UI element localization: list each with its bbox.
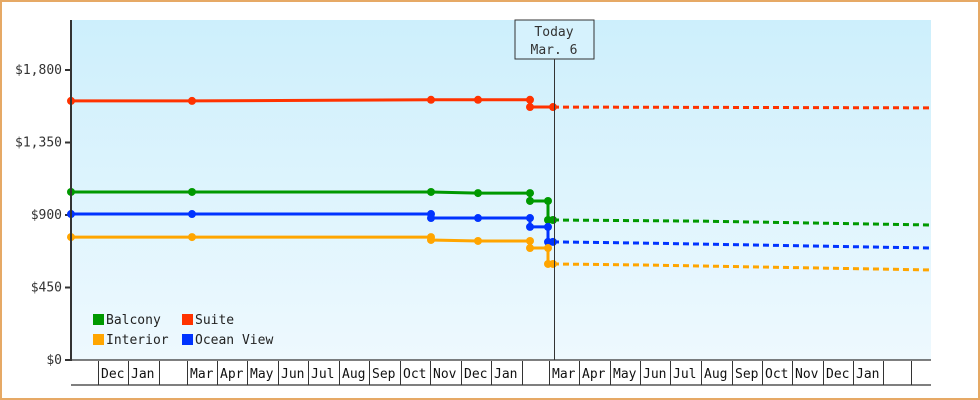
x-tick-label: Nov bbox=[795, 367, 819, 382]
x-tick-label: Jan bbox=[856, 367, 879, 382]
x-tick-label: Sep bbox=[735, 367, 759, 382]
x-tick-label: Apr bbox=[220, 367, 244, 382]
series-interior-forecast bbox=[552, 262, 931, 272]
x-tick-label: May bbox=[613, 367, 637, 382]
data-point-marker[interactable] bbox=[544, 244, 552, 253]
data-point-marker[interactable] bbox=[427, 214, 435, 223]
x-tick-label: Sep bbox=[372, 367, 396, 382]
data-point-marker[interactable] bbox=[474, 236, 482, 245]
series-lines bbox=[67, 95, 931, 272]
legend-swatch-suite bbox=[182, 314, 193, 325]
series-ocean-view-forecast bbox=[552, 240, 931, 250]
x-tick-label: Mar bbox=[190, 367, 214, 382]
x-tick-label: Nov bbox=[433, 367, 457, 382]
x-tick-label: Dec bbox=[464, 367, 487, 382]
x-tick-label: Aug bbox=[704, 367, 727, 382]
data-point-marker[interactable] bbox=[427, 187, 435, 196]
x-tick-label: Apr bbox=[582, 367, 606, 382]
data-point-marker[interactable] bbox=[526, 214, 534, 223]
legend-swatch-ocean-view bbox=[182, 334, 193, 345]
data-point-marker[interactable] bbox=[526, 95, 534, 104]
data-point-marker[interactable] bbox=[526, 244, 534, 253]
data-point-marker[interactable] bbox=[526, 222, 534, 231]
data-point-marker[interactable] bbox=[474, 95, 482, 104]
series-balcony-forecast bbox=[552, 218, 931, 227]
data-point-marker[interactable] bbox=[526, 103, 534, 112]
y-axis: $0 $450 $900 $1,350 $1,800 bbox=[15, 63, 71, 368]
data-point-marker[interactable] bbox=[526, 196, 534, 205]
legend-label-ocean-view[interactable]: Ocean View bbox=[195, 333, 273, 348]
today-label: Today bbox=[534, 25, 573, 40]
x-tick-label: Dec bbox=[101, 367, 124, 382]
legend-swatch-interior bbox=[93, 334, 104, 345]
data-point-marker[interactable] bbox=[188, 233, 196, 242]
x-tick-label: Jan bbox=[131, 367, 154, 382]
data-point-marker[interactable] bbox=[549, 103, 557, 112]
x-tick-label: Jul bbox=[673, 367, 696, 382]
data-point-marker[interactable] bbox=[427, 95, 435, 104]
today-date: Mar. 6 bbox=[531, 43, 578, 58]
y-tick-label: $450 bbox=[31, 281, 62, 296]
y-tick-label: $1,350 bbox=[15, 136, 62, 151]
legend-label-balcony[interactable]: Balcony bbox=[106, 313, 161, 328]
x-tick-label: Jan bbox=[494, 367, 517, 382]
series-suite-forecast bbox=[552, 105, 931, 110]
y-tick-label: $900 bbox=[31, 208, 62, 223]
data-point-marker[interactable] bbox=[427, 235, 435, 244]
y-tick-label: $1,800 bbox=[15, 63, 62, 78]
data-point-marker[interactable] bbox=[188, 187, 196, 196]
series-interior-history bbox=[71, 235, 553, 266]
data-point-marker[interactable] bbox=[188, 210, 196, 219]
series-ocean-view-history bbox=[71, 212, 553, 244]
data-point-marker[interactable] bbox=[474, 189, 482, 198]
x-tick-label: May bbox=[250, 367, 274, 382]
legend-label-suite[interactable]: Suite bbox=[195, 313, 234, 328]
data-point-marker[interactable] bbox=[544, 222, 552, 231]
data-point-marker[interactable] bbox=[474, 214, 482, 223]
x-tick-label: Jun bbox=[643, 367, 666, 382]
data-point-marker[interactable] bbox=[544, 196, 552, 205]
x-tick-label: Dec bbox=[826, 367, 849, 382]
x-tick-label: Jul bbox=[311, 367, 334, 382]
data-point-marker[interactable] bbox=[188, 96, 196, 105]
x-tick-label: Oct bbox=[403, 367, 426, 382]
today-marker: Today Mar. 6 bbox=[514, 19, 595, 360]
legend-swatch-balcony bbox=[93, 314, 104, 325]
data-point-marker[interactable] bbox=[549, 259, 557, 268]
x-tick-label: Aug bbox=[342, 367, 365, 382]
legend-label-interior[interactable]: Interior bbox=[106, 333, 169, 348]
data-point-marker[interactable] bbox=[526, 236, 534, 245]
y-tick-label: $0 bbox=[46, 353, 62, 368]
plot-area bbox=[71, 20, 931, 360]
legend: Balcony Suite Interior Ocean View bbox=[93, 313, 273, 348]
today-label-box bbox=[514, 19, 595, 60]
x-axis: Dec Jan Mar Apr May Jun Jul Aug Sep Oct Nov Dec Jan M… bbox=[71, 359, 931, 386]
data-point-marker[interactable] bbox=[526, 189, 534, 198]
x-tick-label: Jun bbox=[281, 367, 304, 382]
x-tick-label: Mar bbox=[552, 367, 576, 382]
x-tick-label: Oct bbox=[765, 367, 788, 382]
data-point-marker[interactable] bbox=[549, 215, 557, 224]
